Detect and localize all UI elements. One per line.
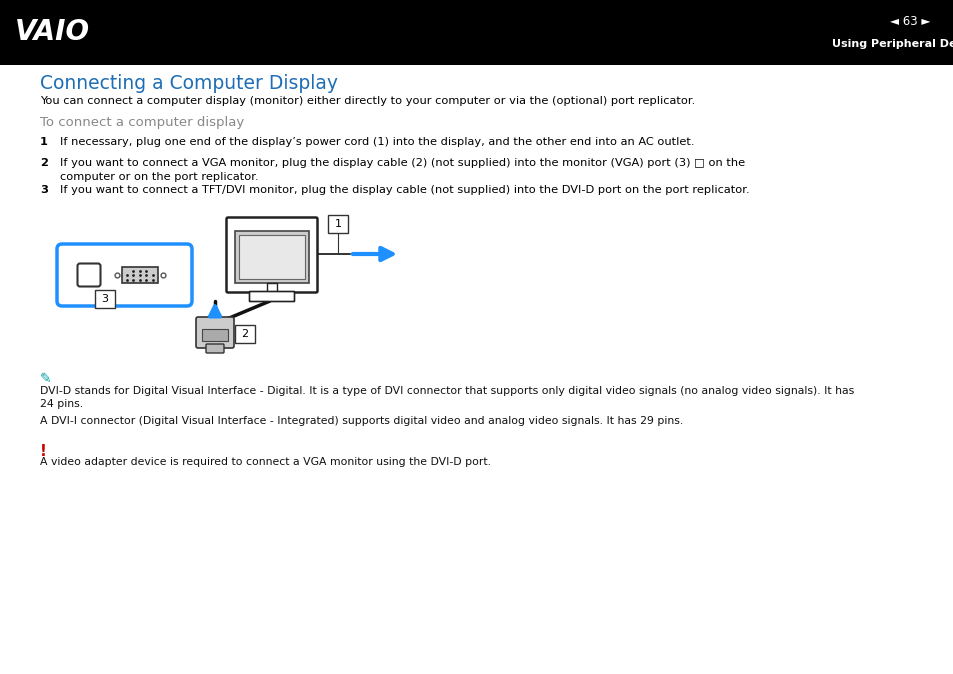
Bar <box>234 325 254 343</box>
Bar <box>328 215 348 233</box>
Text: computer or on the port replicator.: computer or on the port replicator. <box>60 172 258 182</box>
Text: 1: 1 <box>335 219 341 229</box>
Bar <box>0 0 953 65</box>
Text: ✎: ✎ <box>40 372 51 386</box>
Bar <box>234 231 309 283</box>
Bar <box>202 329 228 341</box>
Text: 3: 3 <box>40 185 48 195</box>
Text: 24 pins.: 24 pins. <box>40 399 83 409</box>
FancyBboxPatch shape <box>77 264 100 286</box>
Text: If necessary, plug one end of the display’s power cord (1) into the display, and: If necessary, plug one end of the displa… <box>60 137 694 147</box>
Text: Connecting a Computer Display: Connecting a Computer Display <box>40 74 337 93</box>
Text: Using Peripheral Devices: Using Peripheral Devices <box>831 39 953 49</box>
FancyBboxPatch shape <box>226 218 317 293</box>
FancyBboxPatch shape <box>57 244 192 306</box>
Text: To connect a computer display: To connect a computer display <box>40 116 244 129</box>
Text: 2: 2 <box>241 329 249 339</box>
Bar <box>122 267 158 283</box>
Text: ◄ 63 ►: ◄ 63 ► <box>889 15 929 28</box>
Text: DVI-D stands for Digital Visual Interface - Digital. It is a type of DVI connect: DVI-D stands for Digital Visual Interfac… <box>40 386 853 396</box>
FancyBboxPatch shape <box>195 317 233 348</box>
Text: VAIO: VAIO <box>15 18 90 47</box>
Text: A video adapter device is required to connect a VGA monitor using the DVI-D port: A video adapter device is required to co… <box>40 457 491 467</box>
Text: A DVI-I connector (Digital Visual Interface - Integrated) supports digital video: A DVI-I connector (Digital Visual Interf… <box>40 416 682 426</box>
Text: You can connect a computer display (monitor) either directly to your computer or: You can connect a computer display (moni… <box>40 96 695 106</box>
FancyBboxPatch shape <box>206 344 224 353</box>
Bar <box>267 283 276 293</box>
Text: !: ! <box>40 444 47 459</box>
Text: 1: 1 <box>40 137 48 147</box>
FancyBboxPatch shape <box>250 291 294 301</box>
Bar <box>239 235 305 279</box>
Text: 3: 3 <box>101 294 109 304</box>
Text: 2: 2 <box>40 158 48 168</box>
Text: If you want to connect a TFT/DVI monitor, plug the display cable (not supplied) : If you want to connect a TFT/DVI monitor… <box>60 185 749 195</box>
Text: If you want to connect a VGA monitor, plug the display cable (2) (not supplied) : If you want to connect a VGA monitor, pl… <box>60 158 744 168</box>
Bar <box>95 290 115 308</box>
